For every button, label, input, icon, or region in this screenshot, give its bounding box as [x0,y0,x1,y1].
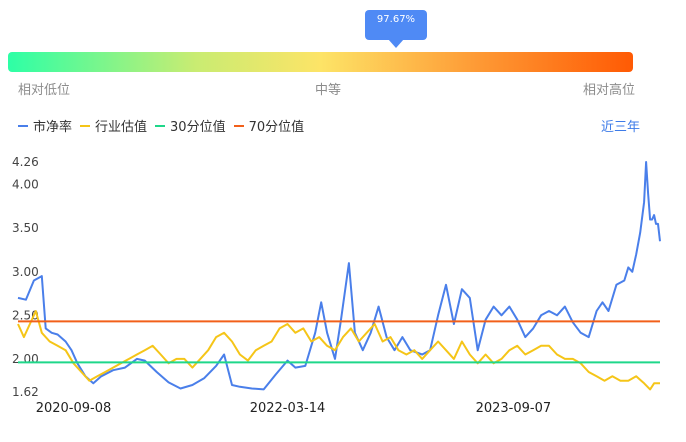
legend-item-pb[interactable]: 市净率 [18,116,72,135]
legend-swatch-pb [18,124,28,127]
percentile-gauge-bar [8,52,633,72]
x-tick-label: 2022-03-14 [250,401,326,416]
legend-label-industry: 行业估值 [95,120,148,135]
gauge-label-high: 相对高位 [583,83,636,98]
percentile-tooltip: 97.67% [365,10,427,48]
range-selector-button[interactable]: 近三年 [600,120,640,135]
legend-label-p70: 70分位值 [248,120,305,135]
legend-item-p70[interactable]: 70分位值 [233,116,305,135]
percentile-tooltip-value: 97.67% [376,14,416,25]
legend-item-industry[interactable]: 行业估值 [80,116,147,135]
x-tick-label: 2023-09-07 [476,401,552,416]
series-line-industry [17,310,660,391]
y-tick-label: 2.00 [12,352,39,366]
legend-label-pb: 市净率 [33,120,73,135]
legend-swatch-p30 [155,124,166,127]
series-line-pb [17,161,661,391]
legend-swatch-industry [80,124,91,127]
tooltip-arrow [388,39,404,48]
gauge-label-low: 相对低位 [18,83,71,98]
y-tick-label: 1.62 [12,385,39,399]
y-tick-label: 3.50 [12,221,39,235]
legend-swatch-p70 [233,124,244,127]
y-tick-label: 4.26 [12,155,39,169]
legend-label-p30: 30分位值 [170,120,226,135]
x-tick-label: 2020-09-08 [36,401,112,416]
legend-item-p30[interactable]: 30分位值 [155,116,226,135]
y-tick-label: 4.00 [12,178,39,192]
chart-legend: 市净率 行业估值 30分位值 70分位值 [18,116,312,135]
y-tick-label: 3.00 [12,265,39,279]
gauge-label-mid: 中等 [315,83,342,98]
